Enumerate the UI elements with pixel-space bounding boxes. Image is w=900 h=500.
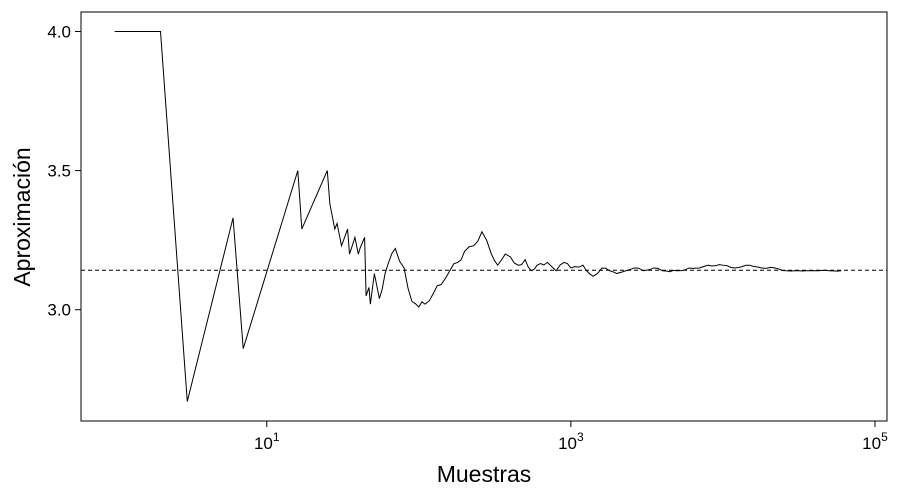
y-tick-label: 3.0 bbox=[47, 301, 71, 320]
y-tick-label: 4.0 bbox=[47, 22, 71, 41]
y-tick-label: 3.5 bbox=[47, 162, 71, 181]
y-axis-title: Aproximación bbox=[9, 147, 35, 286]
x-tick-label: 101 bbox=[254, 430, 280, 453]
approximation-line bbox=[114, 30, 842, 402]
x-tick-label: 103 bbox=[558, 430, 584, 453]
plot-frame bbox=[80, 11, 888, 422]
x-tick-label: 105 bbox=[862, 430, 888, 453]
x-axis-title: Muestras bbox=[437, 461, 532, 487]
axis-ticks: 3.0 3.5 4.0 101 103 105 bbox=[47, 22, 888, 453]
